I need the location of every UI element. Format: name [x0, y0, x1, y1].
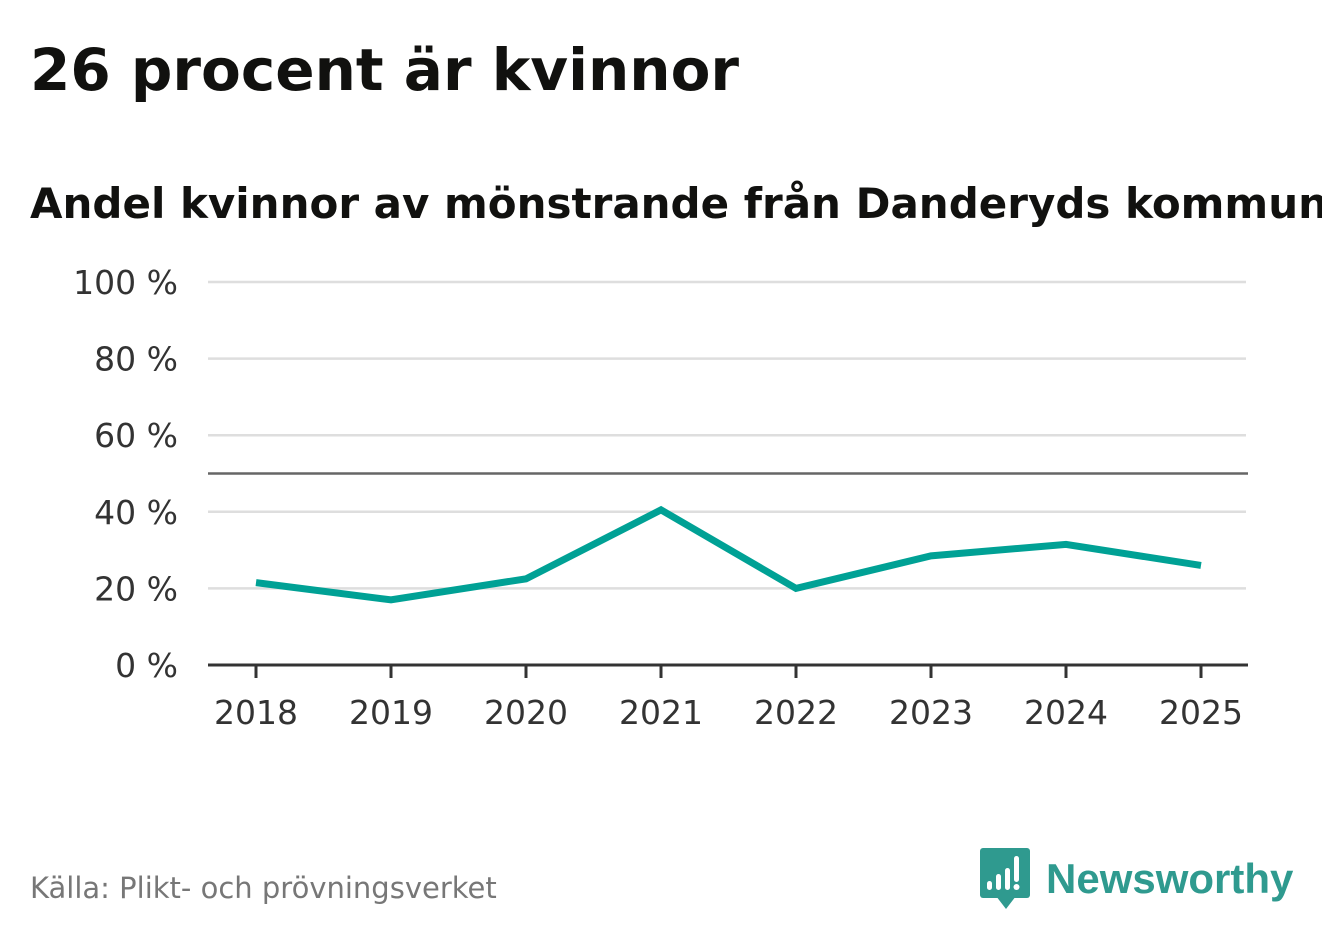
y-axis-tick-labels: 0 % 20 % 40 % 60 % 80 % 100 % — [73, 263, 178, 685]
x-tick-label: 2020 — [484, 693, 568, 732]
x-tick-label: 2018 — [214, 693, 298, 732]
y-tick-label: 80 % — [94, 340, 178, 379]
x-tick-label: 2022 — [754, 693, 838, 732]
newsworthy-logo: Newsworthy — [980, 848, 1293, 910]
y-tick-label: 0 % — [115, 646, 178, 685]
chart-title: 26 procent är kvinnor — [30, 36, 740, 104]
y-tick-label: 60 % — [94, 416, 178, 455]
newsworthy-logo-icon — [980, 848, 1030, 909]
grid-lines — [208, 280, 1246, 590]
x-tick-label: 2019 — [349, 693, 433, 732]
series-line-0 — [255, 505, 1202, 604]
y-tick-label: 40 % — [94, 493, 178, 532]
series-layer — [255, 505, 1202, 604]
x-axis — [208, 663, 1248, 678]
logo-text: Newsworthy — [1046, 855, 1294, 902]
x-axis-tick-labels: 2018 2019 2020 2021 2022 2023 2024 2025 — [214, 693, 1243, 732]
line-chart: 0 % 20 % 40 % 60 % 80 % 100 % 2018 2019 2020 202… — [73, 263, 1248, 732]
y-tick-label: 20 % — [94, 569, 178, 608]
chart-subtitle: Andel kvinnor av mönstrande från Dandery… — [30, 179, 1322, 228]
y-tick-label: 100 % — [73, 263, 178, 302]
x-tick-label: 2021 — [619, 693, 703, 732]
source-note: Källa: Plikt- och prövningsverket — [30, 871, 497, 905]
x-tick-label: 2024 — [1024, 693, 1108, 732]
x-tick-label: 2025 — [1159, 693, 1243, 732]
x-tick-label: 2023 — [889, 693, 973, 732]
